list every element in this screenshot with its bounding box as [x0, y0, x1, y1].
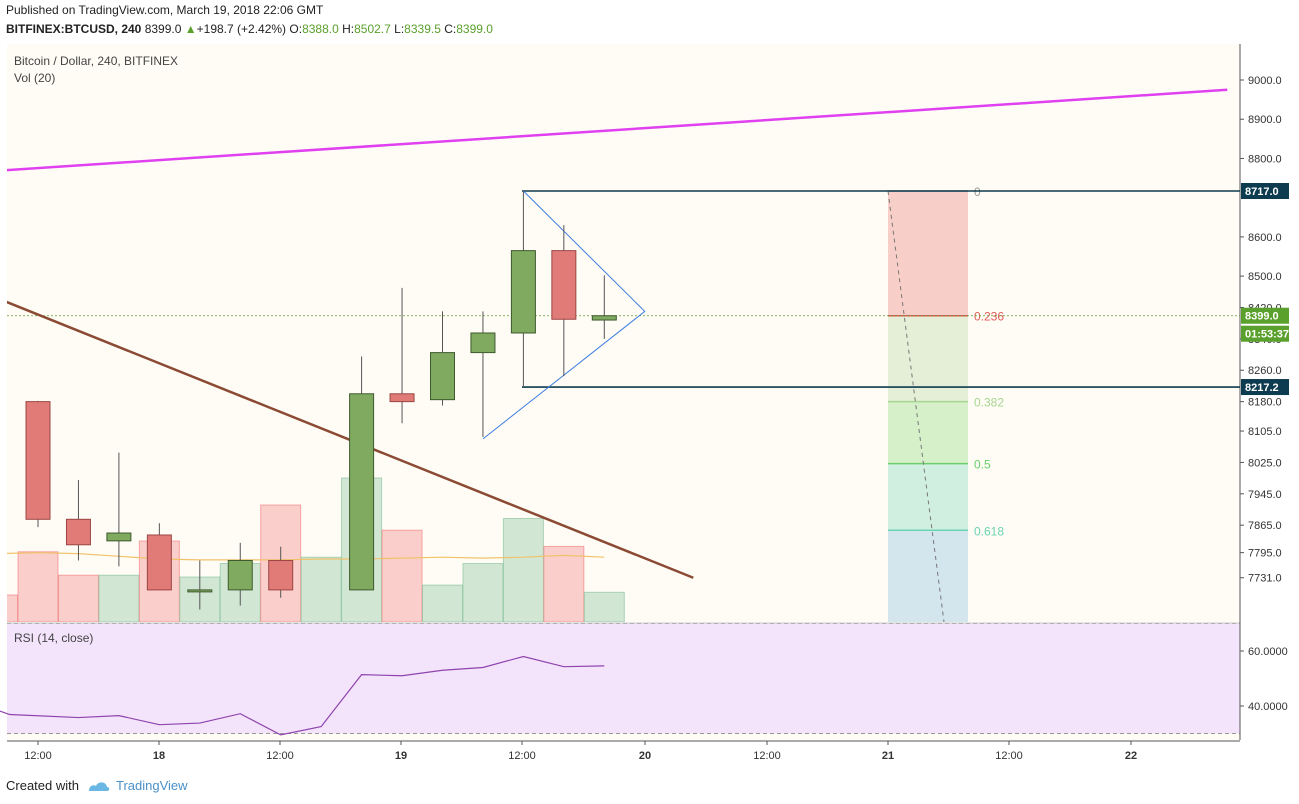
published-line: Published on TradingView.com, March 19, …	[6, 3, 324, 17]
open-label: O:	[289, 22, 303, 36]
current-price-label-text: 8399.0	[1245, 311, 1279, 323]
volume-bar	[422, 584, 463, 622]
price-tick-label: 8800.0	[1248, 153, 1282, 165]
candle-body	[268, 559, 294, 591]
symbol-line: BITFINEX:BTCUSD, 240 8399.0 ▲+198.7 (+2.…	[6, 22, 493, 36]
price-tick-label: 8600.0	[1248, 232, 1282, 244]
fib-zone	[888, 401, 968, 464]
candle-body	[470, 332, 496, 354]
fib-label: 0.618	[974, 524, 1004, 538]
price-chart[interactable]: 0 0.236 0.382 0.5 0.618 Bitcoin / Dollar, 240…	[0, 40, 1299, 770]
low-price-label-box	[1241, 379, 1289, 396]
fib-label: 0.5	[974, 458, 991, 472]
time-tick-label: 12:00	[508, 750, 536, 762]
fib-trend-line	[887, 190, 945, 622]
candle-body	[591, 315, 617, 321]
time-tick-label: 20	[639, 750, 651, 762]
main-pane	[7, 44, 1240, 622]
rsi-tick-label: 40.0000	[1248, 701, 1288, 713]
candle-body	[551, 250, 577, 320]
close-value: 8399.0	[456, 22, 493, 36]
time-tick-label: 19	[395, 750, 407, 762]
countdown-label-text: 01:53:37	[1245, 329, 1289, 341]
rsi-line	[0, 655, 605, 736]
fib-zone	[888, 463, 968, 531]
countdown-label-box	[1241, 325, 1289, 342]
change-up-icon: ▲	[184, 22, 197, 36]
footer: Created with TradingView	[6, 778, 188, 793]
volume-bar	[462, 563, 504, 622]
volume-bar	[98, 574, 140, 622]
time-tick-label: 12:00	[24, 750, 52, 762]
trendline-magenta-resistance	[7, 88, 1228, 172]
high-label: H:	[342, 22, 355, 36]
low-label: L:	[394, 22, 405, 36]
fib-zone	[888, 315, 968, 402]
tradingview-logo-icon	[88, 781, 110, 791]
time-tick-label: 18	[153, 750, 165, 762]
fib-zone	[888, 191, 968, 316]
time-tick-label: 12:00	[995, 750, 1023, 762]
fib-label: 0.382	[974, 396, 1004, 410]
rsi-band	[7, 623, 1240, 734]
volume-bar	[17, 551, 59, 622]
open-value: 8388.0	[302, 22, 339, 36]
candle-body	[187, 589, 213, 593]
tradingview-brand: TradingView	[115, 778, 188, 793]
price-tick-label: 8105.0	[1248, 426, 1282, 438]
change-value: +198.7 (+2.42%)	[196, 22, 287, 36]
price-tick-label: 9000.0	[1248, 75, 1282, 87]
volume-bar	[57, 574, 99, 622]
fib-label: 0.236	[974, 310, 1004, 324]
candle-body	[430, 352, 455, 401]
current-price-label-box	[1241, 307, 1289, 324]
tradingview-link[interactable]: TradingView	[87, 778, 188, 793]
volume-bar	[543, 545, 585, 622]
candle-body	[65, 518, 91, 546]
time-tick-label: 21	[882, 750, 894, 762]
price-tick-label: 8500.0	[1248, 271, 1282, 283]
price-tick-label: 7731.0	[1248, 573, 1282, 585]
candle-body	[106, 532, 132, 542]
price-tick-label: 7865.0	[1248, 520, 1282, 532]
time-tick-label: 12:00	[266, 750, 294, 762]
volume-bar	[502, 518, 544, 622]
chart-title: Bitcoin / Dollar, 240, BITFINEX	[14, 54, 178, 68]
time-tick-label: 12:00	[753, 750, 781, 762]
volume-ma-line	[7, 552, 605, 561]
symbol-name: BITFINEX:BTCUSD, 240	[6, 22, 142, 36]
price-tick-label: 7945.0	[1248, 489, 1282, 501]
fib-zone	[888, 530, 968, 622]
high-price-label-text: 8717.0	[1245, 186, 1279, 198]
low-value: 8339.5	[404, 22, 441, 36]
volume-label: Vol (20)	[14, 71, 55, 85]
candle-body	[25, 401, 51, 520]
candle-body	[389, 393, 415, 403]
fib-label: 0	[974, 185, 981, 199]
volume-bar	[300, 556, 342, 622]
time-tick-label: 22	[1125, 750, 1137, 762]
close-label: C:	[444, 22, 457, 36]
candle-body	[146, 534, 172, 591]
price-tick-label: 8260.0	[1248, 365, 1282, 377]
price-tick-label: 7795.0	[1248, 548, 1282, 560]
candle-body	[349, 393, 375, 591]
candle-body	[510, 250, 536, 334]
rsi-label: RSI (14, close)	[14, 631, 93, 645]
rsi-tick-label: 60.0000	[1248, 646, 1288, 658]
candle-body	[227, 559, 253, 591]
volume-bar	[381, 529, 423, 622]
volume-bar	[583, 591, 625, 622]
price-tick-label: 8180.0	[1248, 397, 1282, 409]
high-value: 8502.7	[354, 22, 391, 36]
low-price-label-text: 8217.2	[1245, 382, 1279, 394]
high-price-label-box	[1241, 183, 1289, 199]
price-tick-label: 8900.0	[1248, 114, 1282, 126]
created-with-label: Created with	[6, 778, 79, 793]
price-tick-label: 8025.0	[1248, 457, 1282, 469]
last-price: 8399.0	[144, 22, 182, 36]
